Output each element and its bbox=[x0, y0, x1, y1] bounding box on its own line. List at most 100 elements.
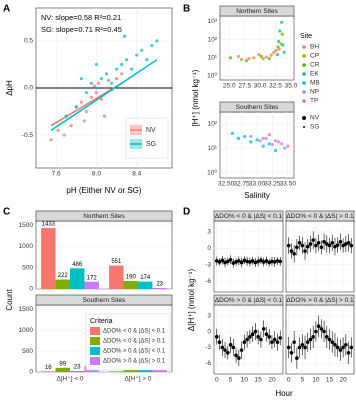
point bbox=[252, 56, 256, 60]
legend-label: NV bbox=[310, 115, 320, 122]
point bbox=[272, 260, 277, 264]
x-tick-label: 27.5 bbox=[238, 83, 251, 90]
y-axis-label: Count bbox=[5, 289, 14, 311]
x-tick-label: 15 bbox=[326, 377, 334, 384]
strip bbox=[35, 294, 173, 306]
y-tick-label: 500 bbox=[22, 348, 33, 355]
value-label: 222 bbox=[58, 273, 69, 279]
plot-background bbox=[285, 304, 355, 375]
legend-box bbox=[125, 117, 169, 159]
point bbox=[335, 345, 340, 350]
legend-swatch bbox=[302, 45, 306, 49]
x-tick-label: Δ[H⁺] > 0 bbox=[124, 376, 151, 383]
point bbox=[94, 62, 99, 67]
bar bbox=[55, 279, 70, 289]
legend-title: Criteria bbox=[90, 318, 113, 325]
bar bbox=[70, 371, 85, 372]
point bbox=[286, 345, 291, 350]
bar bbox=[123, 280, 138, 289]
point bbox=[242, 258, 247, 263]
point bbox=[217, 260, 222, 264]
point bbox=[250, 259, 255, 263]
point bbox=[259, 258, 263, 263]
point bbox=[64, 114, 68, 118]
point bbox=[256, 259, 260, 264]
legend-swatch bbox=[90, 327, 100, 335]
point bbox=[273, 148, 278, 153]
point bbox=[295, 356, 299, 360]
legend-label: ΔDO% < 0 & |ΔS| < 0.1 bbox=[103, 329, 166, 335]
point bbox=[261, 57, 265, 61]
legend-label: ΔDO% < 0 & |ΔS| > 0.1 bbox=[103, 339, 166, 345]
point bbox=[114, 67, 119, 71]
point bbox=[333, 244, 337, 249]
strip bbox=[285, 294, 355, 306]
point bbox=[270, 259, 274, 264]
point bbox=[308, 337, 313, 342]
point bbox=[243, 134, 247, 139]
value-label: 174 bbox=[140, 275, 151, 281]
point bbox=[155, 39, 159, 43]
point bbox=[278, 336, 283, 340]
point bbox=[276, 39, 281, 43]
point bbox=[338, 348, 343, 352]
y-tick-label: -0.5 bbox=[22, 132, 34, 139]
point bbox=[248, 335, 252, 339]
point bbox=[239, 348, 244, 352]
legend-swatch bbox=[303, 126, 305, 128]
point bbox=[242, 340, 247, 344]
point bbox=[308, 242, 313, 246]
point bbox=[311, 335, 316, 339]
x-tick-label: 25.0 bbox=[223, 83, 236, 90]
point bbox=[349, 345, 354, 350]
point bbox=[278, 259, 283, 264]
point bbox=[231, 261, 236, 265]
point bbox=[249, 140, 253, 144]
point bbox=[102, 114, 107, 118]
point bbox=[267, 260, 272, 265]
x-tick-label: 0 bbox=[287, 377, 291, 384]
point bbox=[123, 34, 127, 38]
bar bbox=[84, 281, 99, 289]
y-tick-label: -3 bbox=[205, 261, 211, 268]
legend-swatch bbox=[90, 357, 100, 365]
point bbox=[236, 54, 241, 58]
point bbox=[84, 109, 88, 114]
point bbox=[69, 124, 73, 128]
point bbox=[280, 20, 284, 24]
y-tick-label: 3 bbox=[207, 229, 211, 236]
x-tick-label: 33.00 bbox=[249, 181, 266, 188]
y-tick-label: 1500 bbox=[19, 222, 34, 229]
point bbox=[289, 249, 294, 253]
bar bbox=[55, 367, 70, 372]
value-label: 23 bbox=[156, 282, 163, 288]
point bbox=[104, 86, 109, 90]
value-label: 551 bbox=[111, 259, 122, 265]
strip-title: ΔDO% < 0 & |ΔS| > 0.1 bbox=[286, 213, 354, 220]
point bbox=[135, 53, 139, 57]
point bbox=[325, 242, 329, 246]
point bbox=[62, 133, 66, 137]
point bbox=[275, 340, 280, 344]
y-tick-label: 1500 bbox=[19, 306, 34, 313]
legend-swatch bbox=[302, 63, 306, 67]
value-label: 190 bbox=[126, 275, 137, 281]
point bbox=[249, 134, 253, 139]
point bbox=[228, 56, 233, 60]
point bbox=[259, 337, 263, 342]
point bbox=[248, 260, 252, 264]
point bbox=[234, 353, 238, 358]
x-axis-label: pH (Either NV or SG) bbox=[66, 186, 141, 195]
strip bbox=[213, 210, 284, 222]
point bbox=[257, 53, 261, 57]
point bbox=[267, 57, 271, 61]
plot-background bbox=[219, 15, 295, 81]
point bbox=[247, 57, 251, 61]
point bbox=[341, 243, 345, 248]
legend-swatch bbox=[302, 81, 306, 85]
x-axis-label: Hour bbox=[275, 389, 293, 398]
point bbox=[256, 335, 260, 339]
point bbox=[333, 343, 337, 347]
point bbox=[261, 136, 265, 140]
point bbox=[82, 119, 86, 123]
